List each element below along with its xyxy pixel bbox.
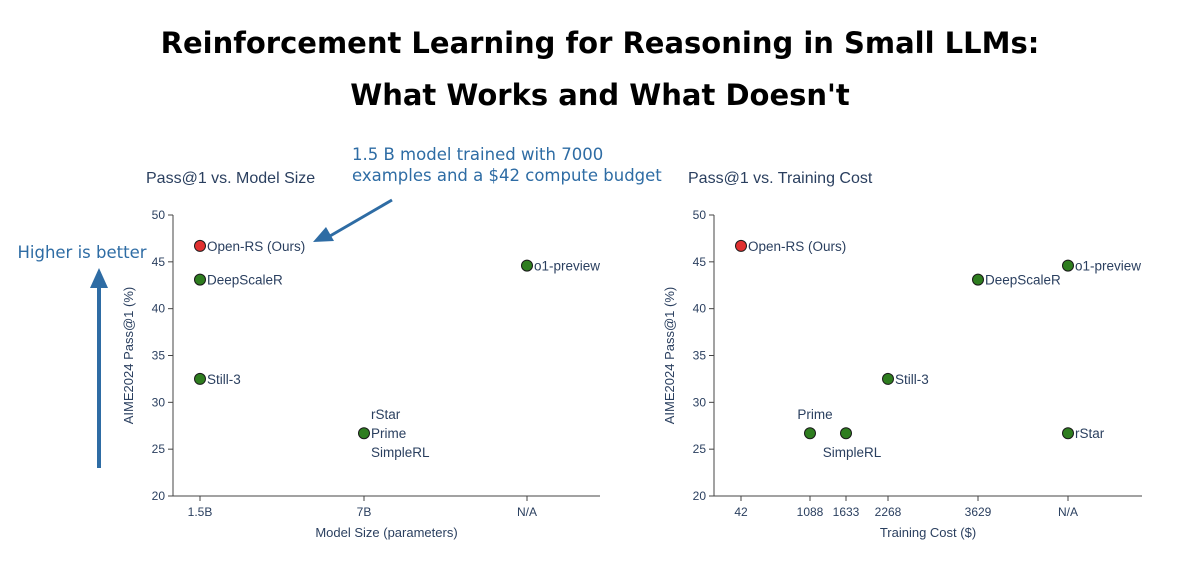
point-label: rStar: [1075, 426, 1105, 441]
main-title-line2: What Works and What Doesn't: [350, 78, 850, 112]
data-point-prime[interactable]: [804, 427, 816, 440]
y-tick-label: 20: [693, 489, 707, 503]
y-tick-label: 45: [693, 255, 707, 269]
plot-title: Pass@1 vs. Model Size: [146, 170, 315, 187]
x-tick-label: 7B: [357, 505, 372, 519]
y-tick-label: 50: [693, 208, 707, 222]
y-tick-label: 30: [693, 395, 707, 409]
y-tick-label: 50: [152, 208, 166, 222]
point-label: Open-RS (Ours): [207, 239, 305, 254]
y-tick-label: 40: [693, 302, 707, 316]
x-tick-label: N/A: [1058, 505, 1078, 519]
x-axis-label: Training Cost ($): [880, 525, 976, 540]
point-label: Prime: [797, 407, 832, 422]
main-title-line1: Reinforcement Learning for Reasoning in …: [160, 26, 1040, 60]
x-tick-label: 2268: [875, 505, 902, 519]
callout-arrow-shaft: [329, 198, 393, 238]
point-label: SimpleRL: [371, 445, 430, 460]
y-tick-label: 25: [152, 442, 166, 456]
data-point-o1-preview[interactable]: [521, 259, 533, 272]
y-tick-label: 45: [152, 255, 166, 269]
data-point-open-rs-ours[interactable]: [194, 239, 206, 252]
x-tick-label: 42: [734, 505, 748, 519]
point-label: o1-preview: [534, 259, 600, 274]
point-label: Prime: [371, 426, 406, 441]
data-point-o1-preview[interactable]: [1062, 259, 1074, 272]
y-tick-label: 25: [693, 442, 707, 456]
y-tick-label: 20: [152, 489, 166, 503]
x-tick-label: 1088: [797, 505, 824, 519]
point-label: DeepScaleR: [985, 273, 1061, 288]
point-label: Still-3: [895, 372, 929, 387]
data-point-simplerl[interactable]: [840, 427, 852, 440]
data-point-still-3[interactable]: [194, 372, 206, 385]
data-point-deepscaler[interactable]: [194, 273, 206, 286]
point-label: rStar: [371, 407, 401, 422]
point-label: DeepScaleR: [207, 273, 283, 288]
x-tick-label: N/A: [517, 505, 537, 519]
y-tick-label: 35: [152, 349, 166, 363]
x-axis-label: Model Size (parameters): [315, 525, 457, 540]
y-axis-label: AIME2024 Pass@1 (%): [121, 287, 136, 424]
data-point-rstar[interactable]: [1062, 427, 1074, 440]
data-point-open-rs-ours[interactable]: [735, 239, 747, 252]
y-tick-label: 30: [152, 395, 166, 409]
point-label: Open-RS (Ours): [748, 239, 846, 254]
data-point-prime[interactable]: [358, 427, 370, 440]
data-point-deepscaler[interactable]: [972, 273, 984, 286]
callout-line1: 1.5 B model trained with 7000: [352, 145, 603, 164]
higher-is-better-label: Higher is better: [17, 243, 146, 262]
y-axis-label: AIME2024 Pass@1 (%): [662, 287, 677, 424]
point-label: Still-3: [207, 372, 241, 387]
chart-training-cost: Pass@1 vs. Training Cost 20 25 30 35 40 45 50 42…: [662, 170, 1142, 540]
chart-model-size: Pass@1 vs. Model Size 20 25 30 35 40 45 50 1.5B 7…: [121, 170, 600, 540]
data-point-still-3[interactable]: [882, 372, 894, 385]
y-tick-label: 35: [693, 349, 707, 363]
y-tick-label: 40: [152, 302, 166, 316]
callout-line2: examples and a $42 compute budget: [352, 166, 662, 185]
callout-arrow-icon: [313, 227, 334, 242]
up-arrow-icon: [90, 268, 108, 288]
x-tick-label: 1633: [833, 505, 860, 519]
x-tick-label: 3629: [965, 505, 992, 519]
x-tick-label: 1.5B: [188, 505, 213, 519]
point-label: o1-preview: [1075, 259, 1141, 274]
plot-title: Pass@1 vs. Training Cost: [688, 170, 873, 187]
point-label: SimpleRL: [823, 445, 882, 460]
